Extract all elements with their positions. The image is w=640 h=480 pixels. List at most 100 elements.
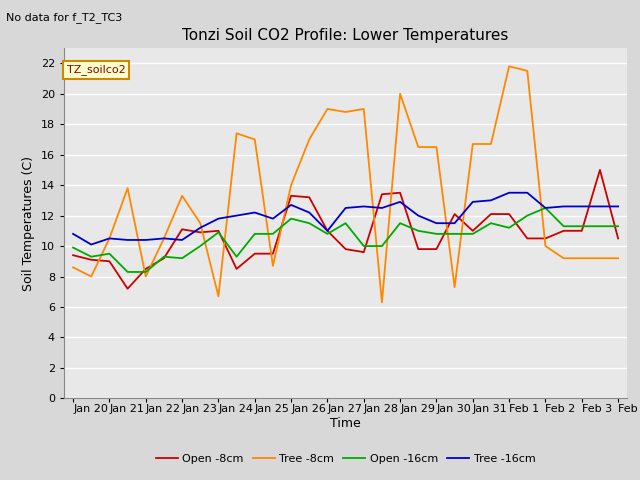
Line: Tree -8cm: Tree -8cm [73,66,618,302]
Tree -8cm [342,109,349,115]
Line: Open -8cm: Open -8cm [73,170,618,288]
Tree -8cm [505,63,513,69]
Tree -16cm [541,205,549,211]
Open -16cm [524,213,531,218]
Open -8cm [487,211,495,217]
Open -8cm [396,190,404,196]
Open -8cm [415,246,422,252]
Tree -16cm [505,190,513,196]
Line: Tree -16cm: Tree -16cm [73,193,618,244]
Tree -8cm [451,284,458,290]
Tree -8cm [578,255,586,261]
Open -8cm [88,257,95,263]
Open -8cm [233,266,241,272]
Open -8cm [614,236,622,241]
Text: TZ_soilco2: TZ_soilco2 [67,64,125,75]
Open -8cm [69,252,77,258]
Tree -8cm [324,106,332,112]
Tree -16cm [415,213,422,218]
Open -8cm [541,236,549,241]
Tree -16cm [233,213,241,218]
Tree -8cm [287,182,295,188]
Tree -16cm [614,204,622,209]
X-axis label: Time: Time [330,417,361,430]
Open -16cm [287,216,295,221]
Tree -16cm [305,210,313,216]
Tree -16cm [69,231,77,237]
Open -8cm [305,194,313,200]
Tree -16cm [378,205,386,211]
Open -16cm [541,205,549,211]
Tree -16cm [469,199,477,205]
Open -16cm [415,228,422,234]
Open -8cm [451,211,458,217]
Tree -8cm [415,144,422,150]
Open -16cm [233,254,241,260]
Tree -8cm [124,185,131,191]
Open -8cm [433,246,440,252]
Text: No data for f_T2_TC3: No data for f_T2_TC3 [6,12,123,23]
Open -8cm [124,286,131,291]
Tree -8cm [614,255,622,261]
Open -8cm [578,228,586,234]
Open -16cm [560,223,568,229]
Open -16cm [196,243,204,249]
Tree -8cm [160,236,168,241]
Tree -16cm [451,220,458,226]
Open -16cm [614,223,622,229]
Open -8cm [142,266,150,272]
Tree -8cm [541,243,549,249]
Tree -16cm [88,241,95,247]
Tree -8cm [487,141,495,147]
Open -16cm [69,245,77,251]
Tree -16cm [578,204,586,209]
Tree -16cm [269,216,276,221]
Tree -8cm [469,141,477,147]
Open -16cm [324,231,332,237]
Open -8cm [360,249,367,255]
Tree -8cm [378,300,386,305]
Open -8cm [505,211,513,217]
Tree -16cm [487,197,495,203]
Open -16cm [88,254,95,260]
Tree -8cm [179,193,186,199]
Open -16cm [596,223,604,229]
Tree -8cm [269,263,276,269]
Open -16cm [214,229,222,235]
Tree -8cm [360,106,367,112]
Open -8cm [106,258,113,264]
Open -8cm [287,193,295,199]
Tree -8cm [305,136,313,142]
Tree -16cm [196,225,204,231]
Open -16cm [505,225,513,231]
Legend: Open -8cm, Tree -8cm, Open -16cm, Tree -16cm: Open -8cm, Tree -8cm, Open -16cm, Tree -… [152,449,540,468]
Open -16cm [487,220,495,226]
Tree -16cm [214,216,222,221]
Tree -8cm [524,68,531,74]
Tree -16cm [251,210,259,216]
Tree -16cm [524,190,531,196]
Tree -8cm [596,255,604,261]
Open -8cm [196,229,204,235]
Tree -8cm [396,91,404,96]
Tree -16cm [360,204,367,209]
Tree -8cm [251,136,259,142]
Tree -16cm [433,220,440,226]
Tree -8cm [560,255,568,261]
Open -16cm [124,269,131,275]
Tree -16cm [124,237,131,243]
Tree -16cm [142,237,150,243]
Tree -8cm [433,144,440,150]
Open -8cm [596,167,604,173]
Open -8cm [378,192,386,197]
Open -16cm [396,220,404,226]
Open -16cm [160,254,168,260]
Tree -16cm [324,228,332,234]
Open -16cm [305,220,313,226]
Open -8cm [469,228,477,234]
Open -16cm [269,231,276,237]
Open -16cm [360,243,367,249]
Tree -16cm [596,204,604,209]
Tree -8cm [196,220,204,226]
Open -8cm [179,227,186,232]
